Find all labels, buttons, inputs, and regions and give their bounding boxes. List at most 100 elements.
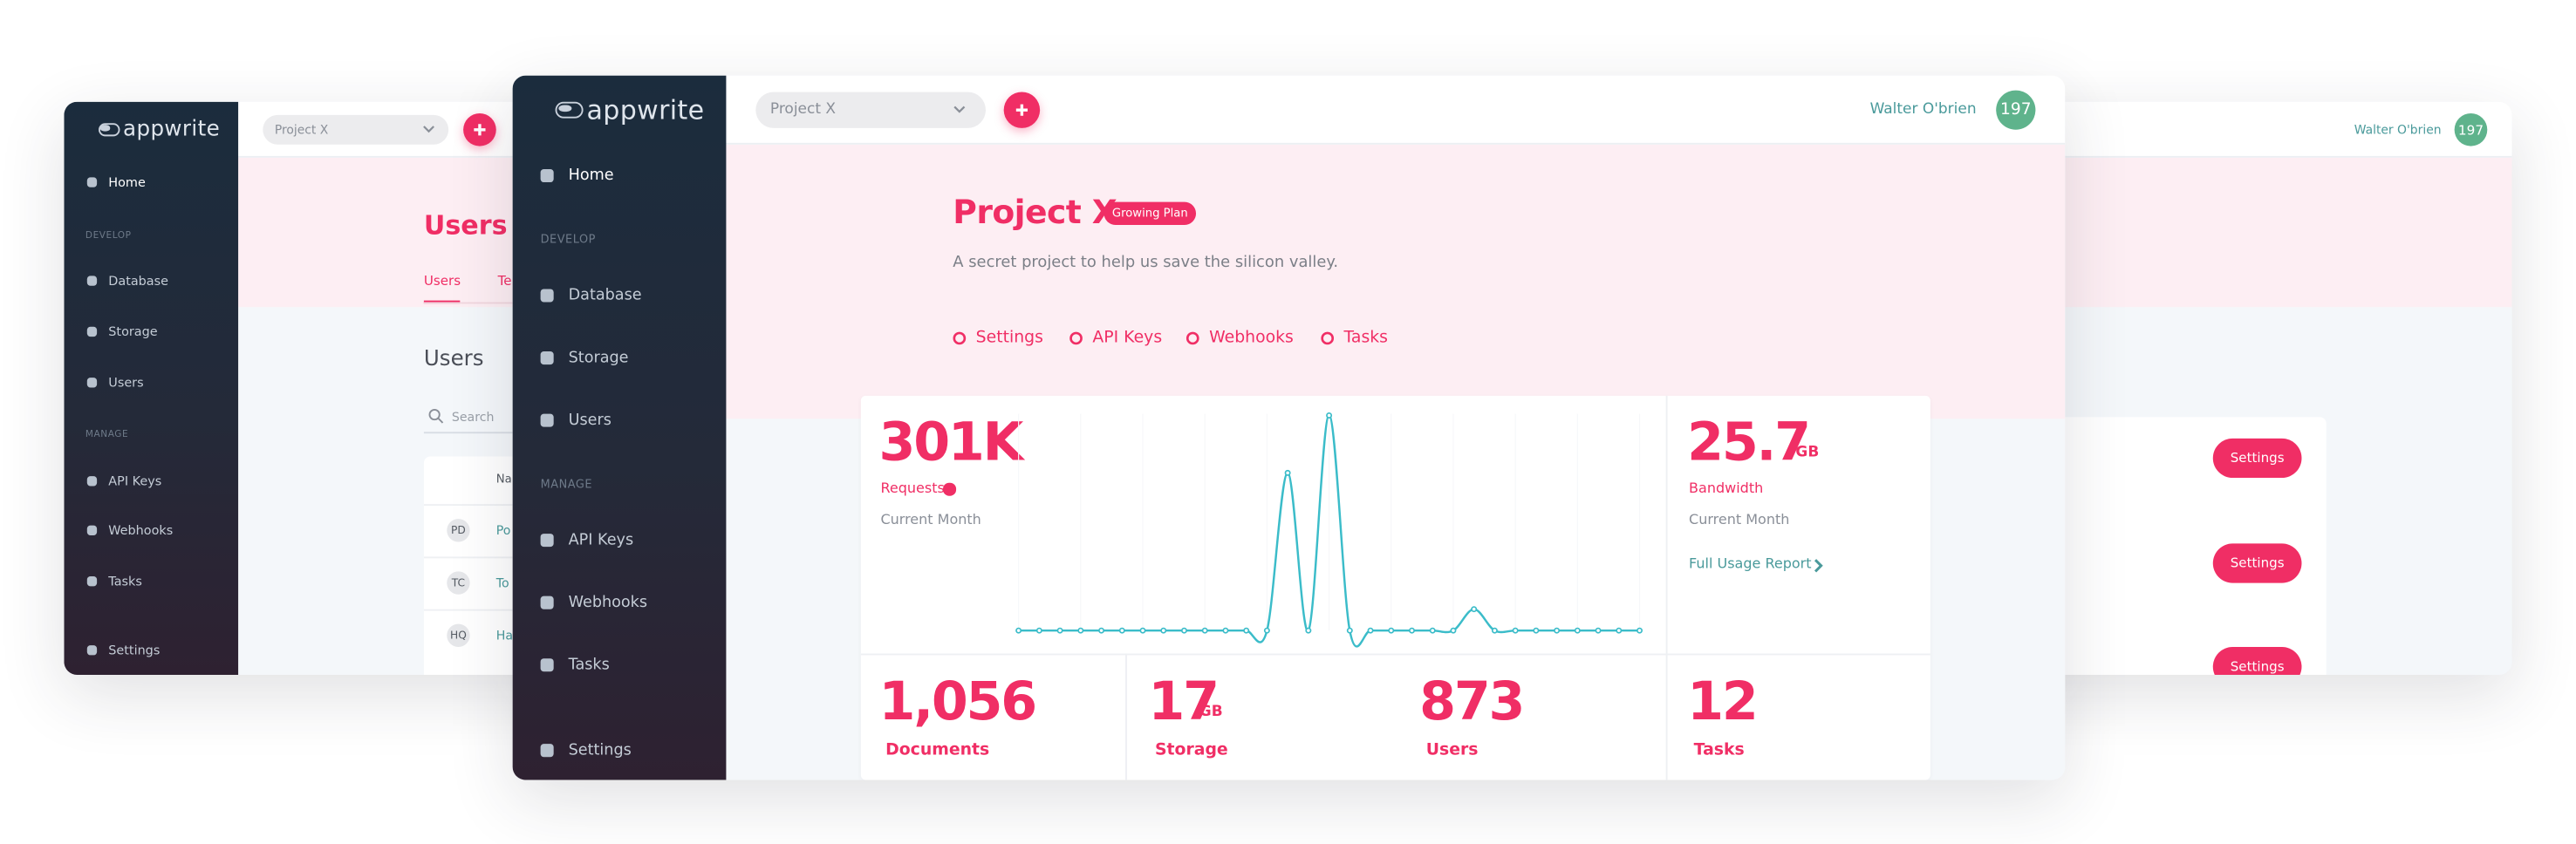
project-select[interactable]: Project X bbox=[755, 92, 986, 128]
usage-point bbox=[1201, 627, 1208, 634]
nav-item[interactable]: Settings bbox=[568, 741, 632, 760]
nav-item[interactable]: Webhooks bbox=[108, 522, 174, 538]
button-text: Settings bbox=[2230, 450, 2285, 466]
nav-heading: MANAGE bbox=[540, 478, 593, 492]
nav-heading: DEVELOP bbox=[540, 233, 596, 247]
stat-label: Documents bbox=[885, 741, 990, 760]
stat-value: 17 bbox=[1148, 670, 1220, 732]
nav-item[interactable]: Tasks bbox=[108, 574, 142, 589]
stat-value: 1,056 bbox=[878, 670, 1038, 732]
nav-item[interactable]: Users bbox=[568, 411, 612, 430]
nav-item[interactable]: Users bbox=[108, 375, 144, 391]
usage-point bbox=[1409, 627, 1415, 634]
nav-heading: MANAGE bbox=[85, 430, 129, 440]
user-name[interactable]: Walter O'brien bbox=[1869, 101, 1977, 119]
header-band bbox=[726, 144, 2066, 419]
usage-point bbox=[1636, 627, 1643, 634]
usage-point bbox=[1160, 627, 1167, 634]
usage-chart bbox=[1015, 412, 1643, 648]
nav-item[interactable]: Settings bbox=[108, 643, 161, 658]
logo-dot bbox=[558, 104, 571, 112]
avatar[interactable]: 197 bbox=[1996, 90, 2036, 130]
usage-report-link[interactable]: Full Usage Report bbox=[1689, 556, 1812, 574]
divider bbox=[1665, 395, 1668, 780]
usage-point bbox=[1118, 627, 1125, 634]
nav-icon bbox=[86, 525, 98, 536]
chevron bbox=[422, 126, 434, 133]
settings-button[interactable]: Settings bbox=[2212, 647, 2302, 676]
usage-point bbox=[1533, 627, 1540, 634]
icon bbox=[953, 331, 967, 345]
nav-icon bbox=[86, 276, 98, 286]
nav-icon bbox=[540, 744, 554, 757]
tab[interactable]: Te bbox=[497, 273, 512, 289]
logo-icon bbox=[98, 123, 120, 137]
row-name[interactable]: Po bbox=[495, 522, 511, 538]
settings-button[interactable]: Settings bbox=[2212, 542, 2302, 582]
nav-heading: DEVELOP bbox=[85, 231, 132, 242]
bandwidth-unit: GB bbox=[1795, 445, 1820, 462]
avatar[interactable]: 197 bbox=[2454, 112, 2488, 146]
tab[interactable]: Users bbox=[423, 273, 461, 289]
project-tab[interactable]: Tasks bbox=[1343, 329, 1388, 348]
nav-item[interactable]: Storage bbox=[108, 323, 158, 339]
table-header: Na bbox=[495, 473, 512, 487]
add-button[interactable] bbox=[1003, 92, 1041, 128]
plan-badge: Growing Plan bbox=[1104, 201, 1197, 226]
settings-button[interactable]: Settings bbox=[2212, 438, 2302, 479]
tab-icon bbox=[953, 331, 967, 345]
nav-item[interactable]: Tasks bbox=[568, 656, 610, 675]
logo-dot bbox=[100, 125, 111, 132]
usage-point bbox=[1346, 627, 1353, 634]
add-button[interactable] bbox=[463, 112, 496, 146]
stat-label: Storage bbox=[1154, 741, 1228, 760]
usage-point bbox=[1450, 627, 1457, 634]
usage-point bbox=[1326, 412, 1333, 419]
nav-item[interactable]: API Keys bbox=[568, 531, 634, 549]
lens bbox=[428, 408, 441, 421]
nav-item[interactable]: Database bbox=[568, 286, 642, 305]
nav-icon bbox=[540, 596, 554, 609]
sidebar: appwrite Home DEVELOP Database Storage Users M… bbox=[64, 101, 239, 676]
info-icon bbox=[943, 482, 956, 495]
front-window: appwrite Home DEVELOP Database Storage Users M… bbox=[512, 75, 2066, 780]
stat-value: 12 bbox=[1687, 670, 1759, 732]
row-name[interactable]: To bbox=[495, 575, 509, 591]
project-tab[interactable]: Webhooks bbox=[1209, 329, 1294, 348]
usage-point bbox=[1388, 627, 1395, 634]
divider bbox=[860, 653, 1930, 656]
search-placeholder: Search bbox=[451, 409, 495, 425]
usage-point bbox=[1222, 627, 1229, 634]
usage-point bbox=[1367, 627, 1374, 634]
usage-point bbox=[1305, 627, 1312, 634]
nav-item[interactable]: Webhooks bbox=[568, 593, 648, 612]
stat-label: Tasks bbox=[1693, 741, 1745, 760]
nav-item[interactable]: Home bbox=[108, 174, 146, 190]
logo-text: appwrite bbox=[123, 117, 221, 142]
project-select[interactable]: Project X bbox=[263, 114, 449, 145]
select-chevron bbox=[953, 106, 966, 113]
button-text: Settings bbox=[2230, 555, 2285, 570]
nav-item[interactable]: API Keys bbox=[108, 473, 162, 489]
project-description: A secret project to help us save the sil… bbox=[953, 253, 1339, 272]
project-tab[interactable]: Settings bbox=[975, 329, 1043, 348]
active-tab-underline bbox=[423, 300, 461, 303]
tab-icon bbox=[1069, 331, 1083, 345]
row-name[interactable]: Ha bbox=[495, 628, 514, 643]
project-title: Project X bbox=[953, 192, 1117, 232]
nav-icon bbox=[86, 326, 98, 337]
icon bbox=[1321, 331, 1335, 345]
nav-item[interactable]: Database bbox=[108, 273, 168, 289]
tab-icon bbox=[1186, 331, 1199, 345]
requests-period: Current Month bbox=[880, 512, 981, 529]
nav-item[interactable]: Storage bbox=[568, 349, 629, 367]
initials-badge: TC bbox=[447, 571, 470, 595]
usage-point bbox=[1284, 469, 1291, 476]
usage-point bbox=[1098, 627, 1105, 634]
project-tab[interactable]: API Keys bbox=[1092, 329, 1163, 348]
plan-badge-text: Growing Plan bbox=[1111, 207, 1188, 221]
requests-value: 301K bbox=[878, 410, 1024, 473]
nav-item[interactable]: Home bbox=[568, 167, 614, 185]
user-name[interactable]: Walter O'brien bbox=[2354, 122, 2442, 138]
initials: TC bbox=[451, 576, 466, 590]
